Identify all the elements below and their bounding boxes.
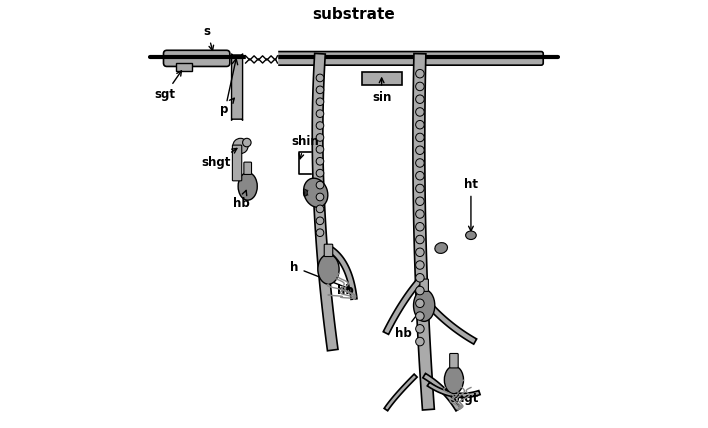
- Ellipse shape: [435, 243, 447, 253]
- Circle shape: [416, 312, 424, 320]
- Circle shape: [416, 146, 424, 155]
- Text: shgt: shgt: [201, 149, 237, 169]
- Circle shape: [316, 205, 324, 213]
- Circle shape: [316, 146, 324, 153]
- Text: sgt: sgt: [154, 71, 181, 101]
- Ellipse shape: [304, 178, 328, 207]
- Circle shape: [316, 181, 324, 189]
- Circle shape: [316, 110, 324, 117]
- Ellipse shape: [238, 172, 257, 200]
- Circle shape: [316, 217, 324, 225]
- Circle shape: [416, 324, 424, 333]
- PathPatch shape: [427, 382, 480, 398]
- Ellipse shape: [413, 289, 435, 321]
- Circle shape: [416, 299, 424, 308]
- Circle shape: [416, 248, 424, 256]
- FancyBboxPatch shape: [420, 279, 428, 291]
- Text: shin: shin: [291, 135, 319, 159]
- Text: s: s: [204, 25, 214, 51]
- Circle shape: [416, 286, 424, 295]
- Circle shape: [416, 159, 424, 167]
- PathPatch shape: [312, 54, 338, 351]
- FancyBboxPatch shape: [362, 71, 401, 85]
- Circle shape: [316, 74, 324, 82]
- Circle shape: [416, 69, 424, 78]
- Circle shape: [316, 122, 324, 129]
- Ellipse shape: [445, 366, 464, 394]
- Circle shape: [316, 229, 324, 237]
- Circle shape: [243, 138, 251, 147]
- PathPatch shape: [422, 297, 476, 344]
- Circle shape: [416, 172, 424, 180]
- Ellipse shape: [466, 231, 476, 240]
- Circle shape: [316, 169, 324, 177]
- Text: p: p: [220, 98, 234, 116]
- PathPatch shape: [327, 246, 357, 299]
- PathPatch shape: [383, 276, 424, 334]
- Circle shape: [416, 184, 424, 193]
- Ellipse shape: [318, 254, 339, 284]
- Circle shape: [416, 95, 424, 104]
- Circle shape: [316, 134, 324, 141]
- Circle shape: [233, 138, 248, 154]
- Text: hb: hb: [331, 273, 354, 297]
- Circle shape: [416, 273, 424, 282]
- Circle shape: [416, 261, 424, 269]
- FancyBboxPatch shape: [450, 354, 458, 368]
- PathPatch shape: [384, 374, 417, 411]
- Circle shape: [416, 108, 424, 116]
- Text: hb: hb: [233, 190, 250, 210]
- FancyBboxPatch shape: [232, 54, 243, 120]
- Circle shape: [416, 210, 424, 218]
- Text: hb: hb: [394, 309, 421, 339]
- Circle shape: [316, 193, 324, 201]
- FancyBboxPatch shape: [244, 162, 251, 175]
- Circle shape: [416, 235, 424, 244]
- PathPatch shape: [413, 54, 434, 410]
- FancyBboxPatch shape: [164, 50, 230, 66]
- Circle shape: [416, 133, 424, 142]
- Circle shape: [416, 223, 424, 231]
- PathPatch shape: [423, 373, 460, 411]
- Text: shgt: shgt: [450, 383, 479, 405]
- Circle shape: [316, 158, 324, 165]
- Text: substrate: substrate: [313, 7, 395, 22]
- FancyBboxPatch shape: [324, 244, 333, 256]
- Text: ht: ht: [464, 178, 478, 231]
- Circle shape: [316, 98, 324, 106]
- Circle shape: [416, 337, 424, 346]
- FancyBboxPatch shape: [275, 51, 543, 65]
- Circle shape: [416, 197, 424, 205]
- FancyBboxPatch shape: [176, 62, 192, 71]
- Circle shape: [416, 82, 424, 91]
- FancyBboxPatch shape: [232, 145, 241, 181]
- Text: sin: sin: [372, 78, 392, 104]
- Text: h: h: [290, 261, 350, 289]
- Circle shape: [416, 120, 424, 129]
- Circle shape: [316, 86, 324, 94]
